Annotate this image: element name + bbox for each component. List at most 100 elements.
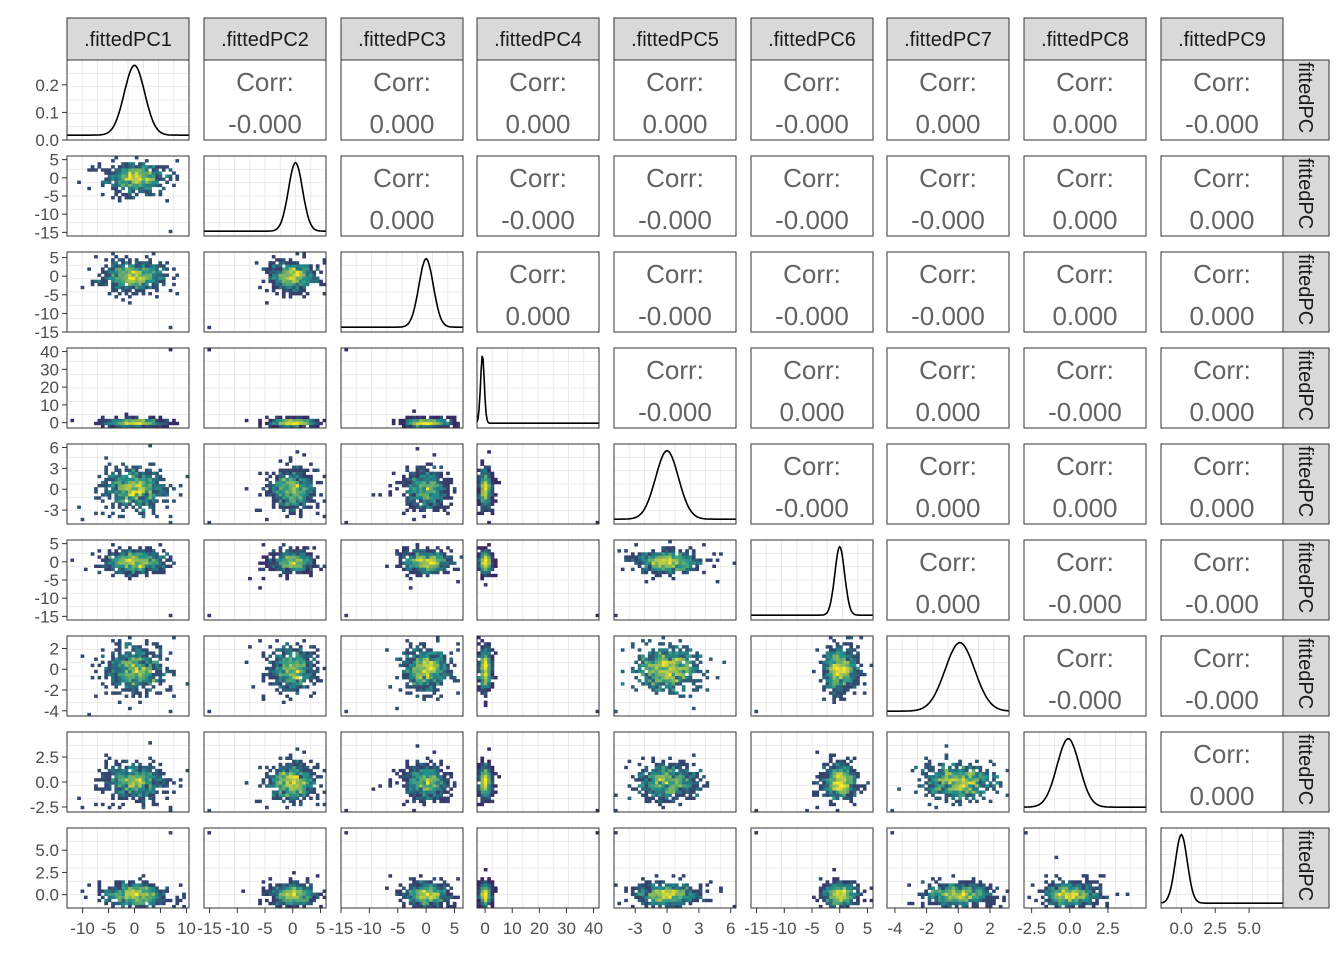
hex-bin: [668, 657, 672, 661]
hex-bin: [418, 561, 423, 565]
hex-bin: [842, 651, 847, 655]
hex-bin: [754, 709, 759, 714]
hex-bin: [141, 682, 146, 686]
hex-bin: [268, 768, 273, 773]
hex-bin: [175, 421, 180, 426]
hex-bin: [117, 471, 122, 476]
hex-bin: [439, 499, 443, 503]
hex-bin: [435, 790, 440, 794]
hex-bin: [425, 561, 430, 565]
hex-bin: [671, 676, 676, 680]
hex-bin: [131, 898, 136, 903]
hex-bin: [144, 480, 149, 485]
hex-bin: [446, 672, 450, 677]
hex-bin: [429, 421, 433, 426]
hex-bin: [131, 895, 136, 900]
hex-bin: [435, 796, 440, 800]
hex-bin: [144, 883, 149, 887]
hex-bin: [425, 462, 430, 466]
hex-bin: [624, 555, 628, 559]
hex-bin: [131, 660, 136, 664]
hex-bin: [138, 651, 142, 655]
hex-bin: [151, 778, 156, 782]
hex-bin: [483, 654, 488, 658]
hex-bin: [402, 480, 406, 485]
hex-bin: [487, 768, 491, 773]
hex-bin: [131, 418, 136, 423]
hex-bin: [292, 679, 296, 683]
hex-bin: [121, 552, 125, 556]
hex-bin: [281, 477, 286, 482]
hex-bin: [148, 264, 152, 268]
hex-bin: [292, 778, 296, 782]
hex-bin: [285, 487, 289, 491]
hex-bin: [128, 493, 132, 497]
hex-bin: [647, 666, 652, 671]
hex-bin: [144, 159, 149, 163]
hex-bin: [422, 487, 426, 491]
hex-bin: [675, 564, 679, 568]
hex-bin: [77, 505, 81, 509]
hex-bin: [477, 765, 481, 770]
hex-bin: [651, 772, 655, 776]
hex-bin: [292, 895, 296, 900]
hex-bin: [487, 555, 491, 559]
hex-bin: [161, 892, 166, 896]
hex-bin: [111, 676, 115, 680]
hex-bin: [117, 570, 122, 575]
hex-bin: [442, 669, 447, 674]
hex-bin: [446, 564, 450, 568]
hex-bin: [828, 660, 833, 664]
hex-bin: [924, 787, 928, 791]
hex-bin: [285, 679, 289, 683]
hex-bin: [418, 663, 423, 668]
hex-bin: [121, 772, 125, 776]
hex-bin: [698, 778, 703, 782]
hex-bin: [934, 787, 939, 791]
hex-bin: [671, 648, 676, 652]
hex-bin: [138, 657, 142, 661]
hex-bin: [148, 660, 152, 664]
hex-bin: [418, 505, 423, 509]
hex-bin: [288, 904, 293, 909]
hex-bin: [322, 790, 327, 794]
hex-bin: [131, 648, 136, 652]
hex-bin: [288, 567, 293, 572]
hex-bin: [292, 685, 296, 689]
hex-bin: [839, 672, 843, 677]
hex-bin: [151, 264, 156, 268]
hex-bin: [298, 765, 303, 770]
hex-bin: [961, 781, 966, 785]
hex-bin: [961, 778, 966, 782]
hex-bin: [288, 511, 293, 516]
hex-bin: [934, 778, 939, 782]
hex-bin: [391, 421, 396, 426]
hex-bin: [298, 468, 303, 472]
hex-bin: [698, 768, 703, 773]
hex-bin: [315, 555, 320, 559]
hex-bin: [261, 567, 266, 572]
hex-bin: [138, 886, 142, 890]
hex-bin: [305, 666, 310, 671]
hex-bin: [429, 663, 433, 668]
hex-bin: [94, 778, 98, 782]
hex-bin: [138, 183, 142, 188]
hex-bin: [661, 570, 666, 575]
hex-bin: [298, 480, 303, 485]
hex-bin: [988, 784, 993, 788]
hex-bin: [275, 493, 279, 497]
hex-bin: [927, 765, 932, 770]
hex-bin: [954, 778, 959, 782]
hex-bin: [927, 787, 932, 791]
hex-bin: [161, 567, 166, 572]
hex-bin: [432, 793, 437, 797]
column-strip: [203, 17, 327, 61]
hex-bin: [825, 775, 830, 779]
hex-bin: [634, 778, 638, 782]
hex-bin: [309, 889, 313, 893]
hex-bin: [954, 787, 959, 791]
hex-bin: [117, 477, 122, 482]
hex-bin: [487, 787, 491, 791]
hex-bin: [292, 477, 296, 482]
hex-bin: [722, 660, 727, 664]
